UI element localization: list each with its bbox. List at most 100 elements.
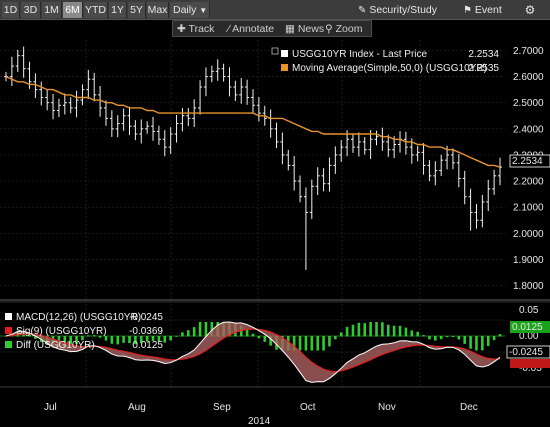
event-label: Event <box>474 4 502 16</box>
legend-sig-value: -0.0369 <box>129 326 163 337</box>
diff-bar <box>316 336 319 351</box>
diff-bar <box>163 336 167 343</box>
security-study-label: Security/Study <box>369 4 438 16</box>
chart-tools-bar: ✚ Track ∕ Annotate ▦ News ⚲ Zoom <box>172 20 372 37</box>
diff-bar <box>92 335 96 337</box>
diff-bar <box>451 336 455 338</box>
legend-diff-name: Diff (USGG10YR) <box>16 340 95 351</box>
diff-bar <box>292 336 296 351</box>
macd-panel: MACD(12,26) (USGG10YR) -0.0245 Sig(9) (U… <box>0 305 550 383</box>
legend-ma-swatch <box>281 64 288 71</box>
date-label-dec: Dec <box>460 402 478 413</box>
period-1y-button[interactable]: 1Y <box>109 2 127 18</box>
settings-gear-icon[interactable]: ⚙ <box>524 3 536 17</box>
diff-bar <box>122 336 125 343</box>
period-max-button[interactable]: Max <box>147 2 169 18</box>
diff-bar <box>104 336 108 341</box>
diff-bar <box>345 326 349 337</box>
chevron-down-icon: ▼ <box>199 6 208 15</box>
diff-bar <box>251 333 255 337</box>
annotate-label: Annotate <box>232 23 275 35</box>
diff-bar <box>492 336 496 341</box>
macd-tag-bg <box>506 345 550 359</box>
zoom-icon: ⚲ <box>325 23 333 35</box>
date-axis: Jul Aug Sep Oct Nov Dec 2014 <box>44 402 478 427</box>
diff-bar <box>334 336 337 340</box>
macd-tick-1: 0.00 <box>519 331 539 342</box>
diff-bar <box>375 322 378 337</box>
diff-bar <box>322 336 325 351</box>
diff-bar <box>245 329 249 337</box>
period-1d-button[interactable]: 1D <box>2 2 20 18</box>
price-legend: USGG10YR Index - Last Price 2.2534 Movin… <box>271 47 499 74</box>
diff-bar <box>351 324 355 337</box>
legend-macd-value: -0.0245 <box>129 312 163 323</box>
legend-macd-swatch <box>5 313 12 320</box>
diff-bar <box>304 336 308 351</box>
period-ytd-button[interactable]: YTD <box>84 2 108 18</box>
security-study-button[interactable]: ✎ Security/Study <box>358 2 460 18</box>
diff-bar <box>404 327 408 337</box>
last-price-tag-bg <box>509 154 550 168</box>
diff-bar <box>428 336 431 340</box>
diff-bar <box>151 336 155 341</box>
diff-bar <box>145 336 149 342</box>
moving-average-line <box>5 75 501 168</box>
macd-legend: MACD(12,26) (USGG10YR) -0.0245 Sig(9) (U… <box>5 312 163 351</box>
legend-diff-value: 0.0125 <box>132 340 163 351</box>
diff-bar <box>128 336 131 344</box>
news-button[interactable]: ▦ News <box>285 22 324 36</box>
macd-tick-0: 0.05 <box>519 305 539 316</box>
diff-bar <box>392 325 396 337</box>
diff-bar <box>486 336 490 346</box>
track-label: Track <box>188 23 215 35</box>
price-bars <box>4 46 502 270</box>
annotate-button[interactable]: ∕ Annotate <box>228 22 274 36</box>
diff-bar <box>192 327 196 337</box>
news-icon: ▦ <box>285 23 295 35</box>
event-icon: ⚑ <box>463 5 472 16</box>
frequency-dropdown[interactable]: Daily ▼ <box>170 2 210 18</box>
period-6m-button[interactable]: 6M <box>63 2 83 18</box>
price-tick-label: 2.1000 <box>513 203 544 214</box>
diff-bar <box>169 336 172 341</box>
diff-bar <box>204 322 208 337</box>
crosshair-icon: ✚ <box>177 23 186 35</box>
period-3d-button[interactable]: 3D <box>21 2 41 18</box>
price-axis: 2.70002.60002.50002.40002.30002.20002.10… <box>513 46 544 292</box>
diff-bar <box>28 335 31 337</box>
price-tick-label: 2.6000 <box>513 72 544 83</box>
diff-bar <box>357 322 361 337</box>
diff-bar <box>175 336 178 337</box>
legend-ma-value: 2.2535 <box>468 63 499 74</box>
diff-bar <box>434 336 437 341</box>
diff-bar <box>381 322 384 337</box>
diff-bar <box>363 323 367 337</box>
period-1m-button[interactable]: 1M <box>42 2 62 18</box>
diff-bar <box>410 330 414 337</box>
year-label: 2014 <box>248 416 271 427</box>
date-label-oct: Oct <box>300 402 316 413</box>
macd-tag: -0.0245 <box>509 347 543 358</box>
legend-collapse-icon <box>271 47 279 55</box>
sig-tag-bg <box>510 359 550 368</box>
diff-bar <box>157 336 161 342</box>
legend-macd-name: MACD(12,26) (USGG10YR) <box>16 312 141 323</box>
frequency-label: Daily <box>173 4 197 16</box>
event-button[interactable]: ⚑ Event <box>463 2 515 18</box>
diff-bar <box>339 332 343 337</box>
diff-bar <box>4 336 8 337</box>
diff-bar <box>457 336 461 340</box>
zoom-button[interactable]: ⚲ Zoom <box>325 22 362 36</box>
track-button[interactable]: ✚ Track <box>177 22 214 36</box>
diff-bar <box>263 336 267 342</box>
macd-line <box>5 321 501 383</box>
diff-bar <box>416 331 419 337</box>
diff-bar <box>422 335 425 337</box>
price-tick-label: 2.7000 <box>513 46 544 57</box>
period-5y-button[interactable]: 5Y <box>128 2 146 18</box>
diff-bar <box>63 336 67 347</box>
diff-bar <box>75 336 78 344</box>
diff-bar <box>134 336 137 345</box>
